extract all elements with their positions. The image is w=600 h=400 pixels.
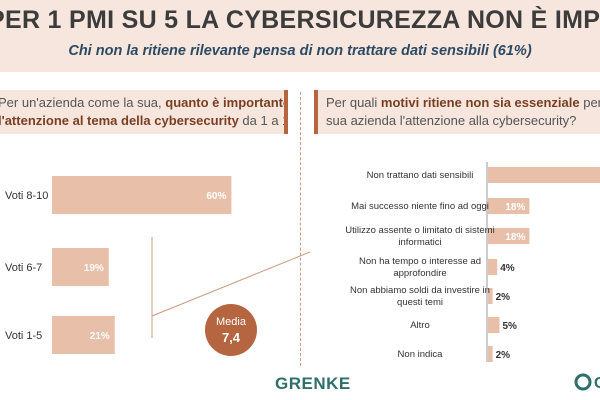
- right-value-label: 2%: [496, 292, 511, 303]
- right-value-label: 18%: [505, 232, 525, 243]
- right-bar-1: [488, 198, 530, 214]
- left-value-label: 60%: [206, 191, 226, 202]
- right-question-box: Per quali motivi ritiene non sia essenzi…: [314, 90, 600, 134]
- partner-logo-text: C: [594, 375, 600, 392]
- section-divider: [300, 92, 301, 366]
- right-value-label: 18%: [505, 202, 525, 213]
- right-bar-6: [488, 346, 493, 362]
- left-bar-2: [52, 316, 115, 354]
- left-question-box: Per un'azienda come la sua, quanto è imp…: [0, 90, 288, 134]
- right-value-label: 2%: [496, 350, 511, 361]
- right-bar-2: [488, 228, 530, 244]
- right-category-label: Mai successo niente fino ad oggi: [351, 201, 489, 212]
- right-bar-5: [488, 317, 500, 333]
- right-question-accent: [314, 90, 318, 134]
- page-subtitle: Chi non la ritiene rilevante pensa di no…: [68, 43, 532, 59]
- grenke-logo: GRENKE: [275, 374, 351, 393]
- right-category-label: Altro: [410, 320, 430, 331]
- right-category-label: Non abbiamo soldi da investire in: [350, 285, 490, 296]
- right-value-label: 5%: [503, 321, 518, 332]
- right-category-label: Non indica: [398, 349, 444, 360]
- right-bar-4: [488, 288, 493, 304]
- left-category-label: Voti 8-10: [5, 190, 48, 202]
- page-title: PER 1 PMI SU 5 LA CYBERSICUREZZA NON È I…: [0, 6, 600, 34]
- left-category-label: Voti 1-5: [5, 330, 42, 342]
- media-label: Media: [216, 316, 247, 328]
- left-category-label: Voti 6-7: [5, 262, 42, 274]
- left-value-label: 19%: [84, 263, 104, 274]
- left-value-label: 21%: [90, 331, 110, 342]
- right-category-label: Non trattano dati sensibili: [367, 170, 474, 181]
- left-bar-1: [52, 248, 109, 286]
- media-value: 7,4: [222, 330, 241, 345]
- right-value-label: 4%: [500, 263, 515, 274]
- left-question-text: Per un'azienda come la sua, quanto è imp…: [0, 95, 288, 128]
- right-category-label: informatici: [398, 237, 441, 248]
- header-band: PER 1 PMI SU 5 LA CYBERSICUREZZA NON È I…: [0, 0, 600, 72]
- right-category-label: Utilizzo assente o limitato di sistemi: [345, 225, 494, 236]
- connector-line: [151, 251, 311, 317]
- right-bar-0: [488, 167, 600, 183]
- right-category-label: approfondire: [393, 268, 446, 279]
- left-chart: Voti 8-10 60% Voti 6-7 19% Voti 1-5 21%: [5, 176, 232, 354]
- right-question-text: Per quali motivi ritiene non sia essenzi…: [326, 95, 600, 128]
- right-bar-3: [488, 259, 498, 275]
- left-bar-0: [52, 176, 232, 214]
- right-chart: Non trattano dati sensibili Mai successo …: [345, 167, 600, 362]
- right-category-label: Non ha tempo o interesse ad: [359, 256, 481, 267]
- right-category-label: questi temi: [397, 297, 443, 308]
- partner-logo-icon: [574, 373, 592, 391]
- partner-logo: C: [574, 373, 600, 392]
- media-circle: [205, 304, 257, 356]
- left-question-accent: [284, 90, 288, 134]
